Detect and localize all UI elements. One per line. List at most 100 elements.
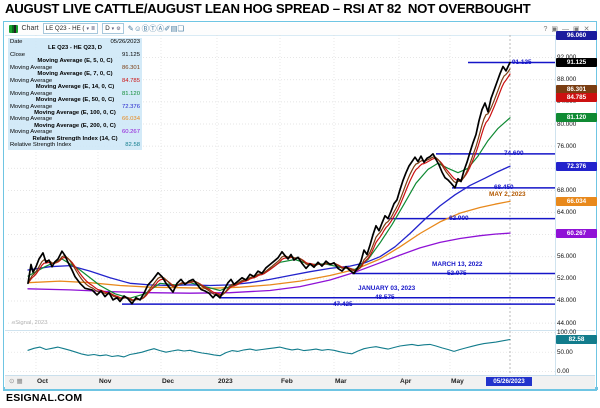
chevron-down-icon[interactable]: ▾ [111,25,115,32]
month-label: Apr [400,377,412,385]
price-tick-label: 92.000 [557,54,576,61]
legend-row: Moving Average 66.034 [10,116,140,122]
series-line [27,61,511,305]
menu-icon[interactable]: ≣ [91,25,96,32]
legend-label: Moving Average [10,129,53,136]
gear-icon[interactable]: ⚙ [116,25,121,32]
price-tick-label: 64.000 [557,209,577,216]
price-badge: 72.376 [556,161,597,171]
price-tick-label: 68.000 [557,186,577,194]
price-badge: 96.060 [556,30,597,40]
trendline-value-label: 74.600 [504,150,524,158]
symbol-dropdown[interactable]: LE Q23 - HE ( ▾ ≣ [42,23,99,34]
rsi-tick-label: 100.00 [557,329,577,337]
study-legend[interactable]: Date 05/26/2023 LE Q23 - HE Q23, D Close 91.… [8,38,142,150]
series-line [27,232,511,294]
legend-label: Date [10,39,23,45]
legend-label: Moving Average [10,116,53,123]
price-badge: 60.267 [556,228,597,238]
price-tick-label: 52.000 [557,275,577,283]
price-badge: 84.785 [556,93,597,103]
trendline-value-label: 52.975 [447,269,467,277]
trendline-value-label: 68.450 [494,184,514,192]
legend-row: Moving Average 72.376 [10,104,140,110]
price-badge: 81.120 [556,113,597,123]
legend-value: 86.301 [121,64,140,71]
legend-row: Moving Average 60.267 [10,129,140,135]
price-tick-label: 88.000 [557,76,577,84]
month-label: May [451,377,464,385]
pencil-icon[interactable]: ✎ [127,24,134,33]
time-axis-strip[interactable] [4,374,595,389]
close-button[interactable]: ✕ [583,26,590,33]
price-badge: 91.125 [556,57,597,67]
legend-header: LE Q23 - HE Q23, D [47,45,102,52]
maximize-button[interactable]: ▣ [573,26,580,33]
esignal-chart-icon [8,24,18,33]
clock-icon[interactable]: ⊙ [9,378,17,385]
month-label: Nov [99,377,112,385]
note-icon[interactable]: ▤ [170,24,178,33]
restore-button[interactable]: ▣ [551,26,558,33]
legend-row: Moving Average 86.301 [10,65,140,71]
legend-value: 84.785 [121,77,140,84]
month-label: Mar [335,377,347,385]
legend-label: Close [10,51,26,58]
window-controls: ? ▣ — ▣ ✕ [543,23,589,36]
pin-icon[interactable]: ✐ [164,24,171,33]
legend-value: 72.376 [121,103,140,110]
legend-value: 66.034 [121,116,140,123]
price-badge: 86.301 [556,84,597,94]
price-tick-label: 80.000 [557,120,577,128]
price-tick-label: 76.000 [557,142,577,150]
legend-row: Moving Average 81.120 [10,91,140,97]
time-axis-icons[interactable]: ⊙▦ [9,377,25,385]
legend-label: Moving Average [10,64,53,71]
legend-label: Moving Average [10,90,53,97]
price-tick-label: 44.000 [557,319,577,327]
circle-a-icon[interactable]: Ⓐ [156,24,165,33]
legend-row: Date 05/26/2023 [10,39,140,45]
drawing-tools: ✎☺ⒷⓉⒶ✐▤❑ [128,24,185,33]
series-line [27,200,511,289]
legend-value: 91.125 [121,51,140,58]
legend-header: Moving Average (E, 100, 0, C) [34,109,116,116]
legend-header: Moving Average (E, 5, 0, C) [37,58,113,65]
trendline-date-label: MARCH 13, 2022 [432,260,483,268]
price-tick-label: 56.000 [557,253,577,261]
chevron-down-icon[interactable]: ▾ [86,25,89,32]
price-badge: 66.034 [556,196,597,206]
legend-header: Moving Average (E, 50, 0, C) [35,97,115,104]
rsi-tick-label: 0.00 [557,368,570,376]
legend-value: 82.58 [125,142,140,149]
grid-icon[interactable]: ▦ [16,378,25,385]
legend-header: Relative Strength Index (14, C) [32,135,118,142]
interval-dropdown[interactable]: D ▾ ⚙ [102,23,124,34]
circle-t-icon[interactable]: Ⓣ [149,24,157,33]
help-button[interactable]: ? [543,25,548,33]
price-tick-label: 48.000 [557,297,577,305]
month-label: 2023 [218,377,233,385]
legend-label: Relative Strength Index [10,142,72,149]
last-date-badge: 05/26/2023 [486,376,532,386]
month-label: Dec [162,377,175,385]
legend-value: 60.267 [121,129,140,136]
circle-b-icon[interactable]: Ⓑ [141,24,150,33]
interval-value: D [105,25,110,32]
month-label: Oct [37,377,48,385]
legend-header: Moving Average (E, 7, 0, C) [37,71,113,78]
minimize-button[interactable]: — [562,25,569,33]
page-title: AUGUST LIVE CATTLE/AUGUST LEAN HOG SPREA… [5,1,531,16]
trendline-value-label: 91.125 [512,58,532,66]
panel-separator[interactable] [4,330,595,331]
comment-icon[interactable]: ❑ [177,24,185,33]
legend-label: Moving Average [10,77,53,84]
trendline-date-label: JANUARY 03, 2023 [358,284,416,292]
price-axis-separator [555,35,556,375]
toolbar-app-label: Chart [21,25,39,32]
smiley-icon[interactable]: ☺ [133,24,142,33]
legend-row: Moving Average 84.785 [10,78,140,84]
legend-label: Moving Average [10,103,53,110]
